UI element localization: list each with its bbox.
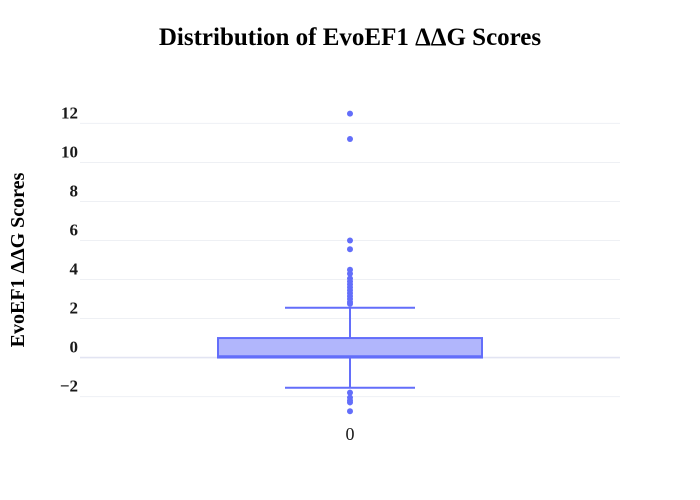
y-tick-label: −2 bbox=[60, 377, 78, 396]
chart-title: Distribution of EvoEF1 ΔΔG Scores bbox=[158, 24, 542, 51]
outlier-point bbox=[347, 408, 353, 415]
x-tick-label: 0 bbox=[346, 424, 355, 444]
outlier-point bbox=[347, 300, 353, 307]
outlier-point bbox=[347, 136, 353, 143]
y-tick-label: 0 bbox=[70, 338, 79, 357]
outlier-point bbox=[347, 110, 353, 117]
iqr-box bbox=[217, 337, 483, 359]
outlier-point bbox=[347, 237, 353, 244]
y-tick-label: 4 bbox=[70, 260, 79, 279]
y-tick-label: 12 bbox=[61, 103, 78, 122]
y-tick-label: 8 bbox=[70, 181, 79, 200]
outlier-point bbox=[347, 399, 353, 406]
outlier-point bbox=[347, 270, 353, 277]
y-tick-label: 2 bbox=[70, 299, 79, 318]
outlier-point bbox=[347, 389, 353, 396]
outlier-point bbox=[347, 246, 353, 253]
y-tick-label: 6 bbox=[70, 220, 79, 239]
y-tick-label: 10 bbox=[61, 142, 78, 161]
